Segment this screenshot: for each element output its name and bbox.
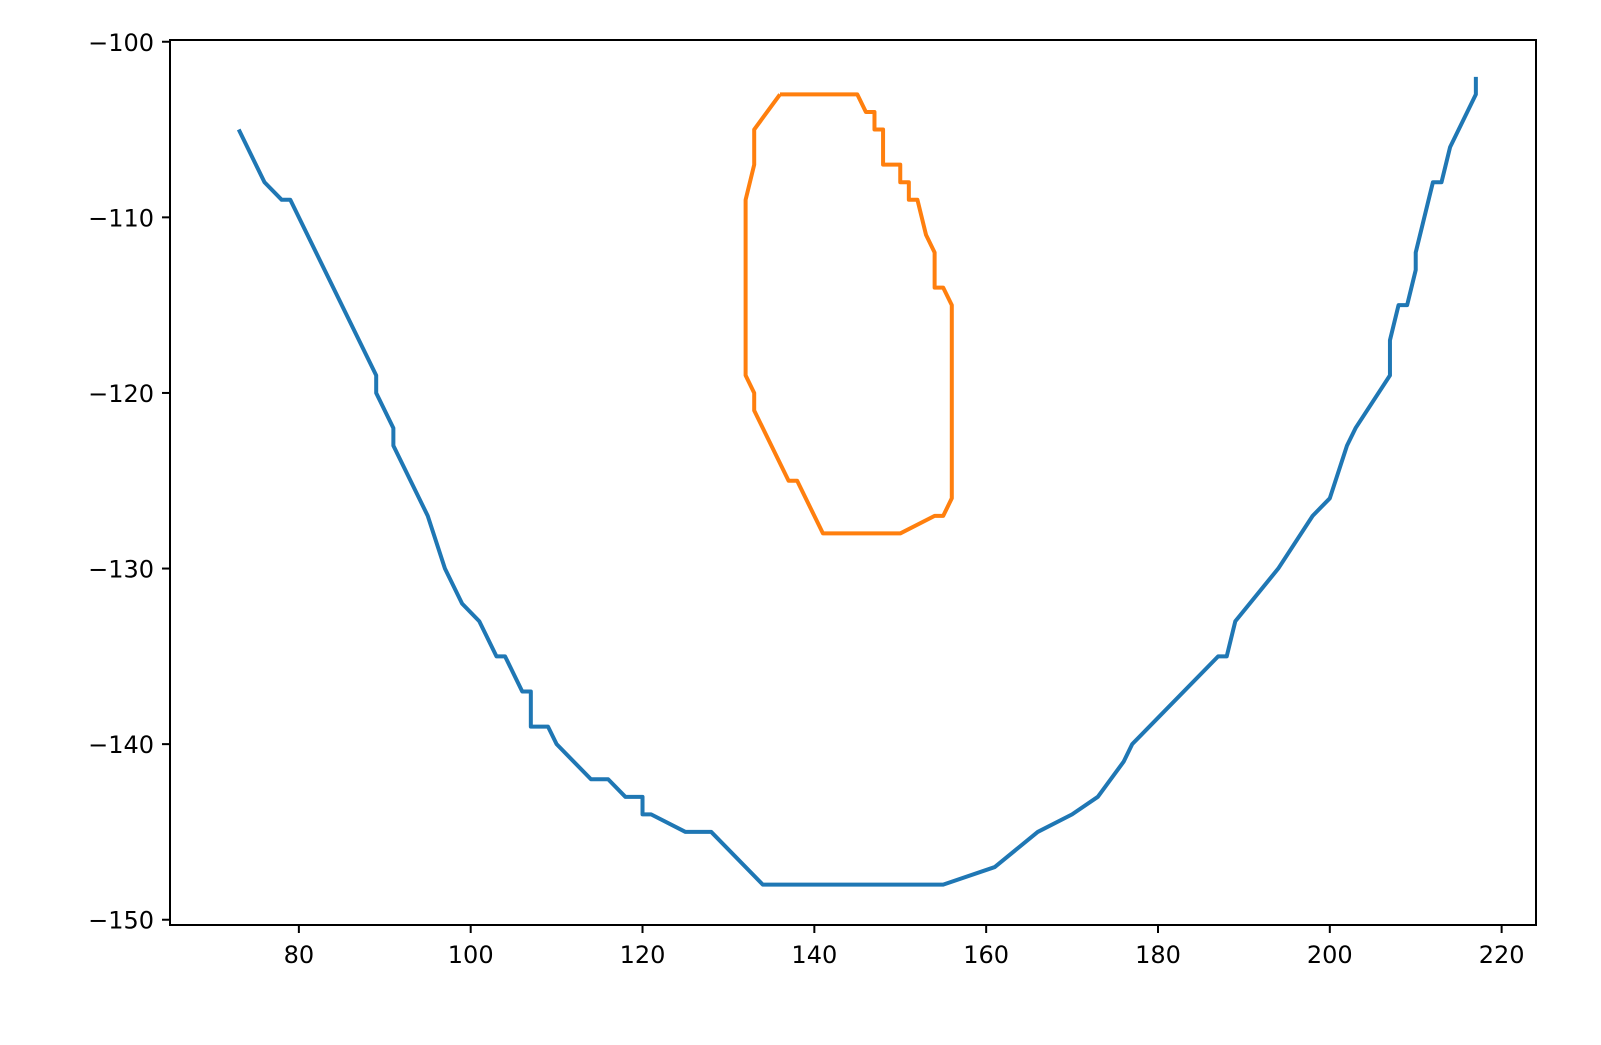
series-line-1 xyxy=(236,76,1478,887)
y-tick-label: −130 xyxy=(88,556,154,584)
x-tick-label: 140 xyxy=(791,941,837,969)
x-tick-label: 200 xyxy=(1307,941,1353,969)
y-tick-label: −150 xyxy=(88,907,154,935)
y-tick-label: −120 xyxy=(88,380,154,408)
plot-frame xyxy=(169,39,1537,926)
series-lines xyxy=(236,76,1478,887)
y-tick-label: −140 xyxy=(88,731,154,759)
x-axis: 80 100 120 140 160 180 200 220 xyxy=(284,925,1525,969)
x-tick-label: 120 xyxy=(620,941,666,969)
series-line-2 xyxy=(743,92,954,536)
x-tick-label: 100 xyxy=(448,941,494,969)
x-tick-label: 80 xyxy=(284,941,315,969)
x-tick-label: 160 xyxy=(963,941,1009,969)
y-axis: −100 −110 −120 −130 −140 −150 xyxy=(88,29,170,935)
x-tick-label: 180 xyxy=(1135,941,1181,969)
x-tick-label: 220 xyxy=(1479,941,1525,969)
y-tick-label: −100 xyxy=(88,29,154,57)
y-tick-label: −110 xyxy=(88,204,154,232)
